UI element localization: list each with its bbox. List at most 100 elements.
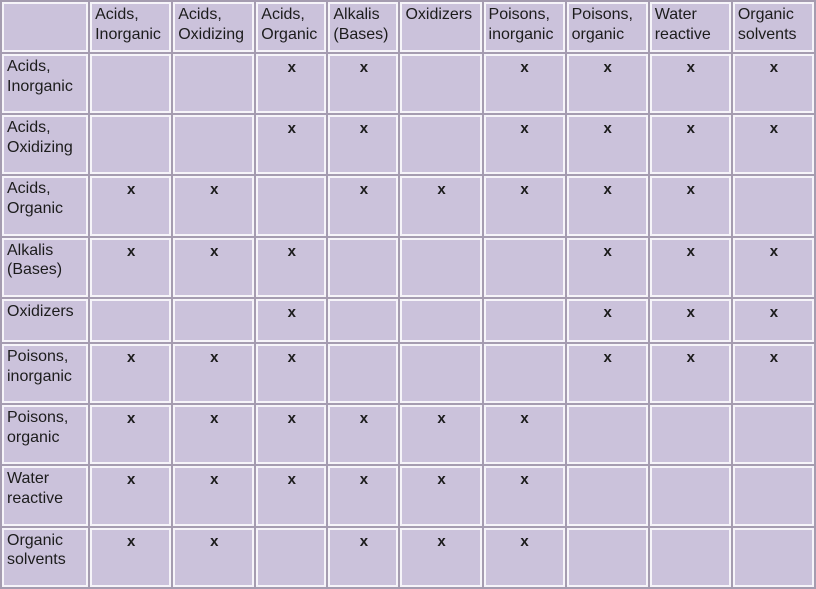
- incompatibility-mark-cell: x: [90, 405, 172, 465]
- empty-cell: [732, 405, 814, 465]
- empty-cell: [173, 115, 255, 175]
- table-header: Acids, Inorganic Acids, Oxidizing Acids, O…: [2, 2, 814, 52]
- empty-cell: [90, 115, 172, 175]
- empty-cell: [328, 344, 399, 404]
- incompatibility-mark-cell: x: [649, 344, 731, 404]
- incompatibility-mark-cell: x: [732, 237, 814, 297]
- incompatibility-mark-cell: x: [90, 344, 172, 404]
- incompatibility-mark-cell: x: [483, 405, 565, 465]
- incompatibility-mark-cell: x: [328, 54, 399, 114]
- table-row: Organic solvents x x x x x: [2, 527, 814, 587]
- incompatibility-mark-cell: x: [256, 54, 327, 114]
- empty-cell: [649, 527, 731, 587]
- table-body: Acids, Inorganic x x x x x x Acids, Oxidizing x x…: [2, 54, 814, 587]
- incompatibility-mark-cell: x: [483, 527, 565, 587]
- table-row: Alkalis (Bases) x x x x x x: [2, 237, 814, 297]
- table-row: Oxidizers x x x x: [2, 298, 814, 343]
- column-header: Poisons, organic: [566, 2, 648, 52]
- empty-cell: [566, 405, 648, 465]
- row-label: Poisons, inorganic: [2, 344, 89, 404]
- incompatibility-mark-cell: x: [173, 237, 255, 297]
- empty-cell: [256, 527, 327, 587]
- column-header: Acids, Organic: [256, 2, 327, 52]
- incompatibility-mark-cell: x: [173, 466, 255, 526]
- incompatibility-mark-cell: x: [256, 466, 327, 526]
- table-row: Acids, Organic x x x x x x x: [2, 176, 814, 236]
- incompatibility-mark-cell: x: [400, 527, 482, 587]
- incompatibility-mark-cell: x: [173, 405, 255, 465]
- empty-cell: [90, 54, 172, 114]
- empty-cell: [483, 344, 565, 404]
- incompatibility-mark-cell: x: [173, 527, 255, 587]
- incompatibility-mark-cell: x: [328, 466, 399, 526]
- row-label: Acids, Inorganic: [2, 54, 89, 114]
- empty-cell: [173, 54, 255, 114]
- incompatibility-mark-cell: x: [173, 344, 255, 404]
- table-row: Acids, Inorganic x x x x x x: [2, 54, 814, 114]
- empty-cell: [649, 466, 731, 526]
- incompatibility-mark-cell: x: [483, 54, 565, 114]
- incompatibility-mark-cell: x: [400, 176, 482, 236]
- empty-cell: [483, 237, 565, 297]
- empty-cell: [400, 298, 482, 343]
- empty-cell: [649, 405, 731, 465]
- incompatibility-mark-cell: x: [400, 466, 482, 526]
- incompatibility-mark-cell: x: [483, 115, 565, 175]
- empty-cell: [566, 527, 648, 587]
- corner-cell: [2, 2, 89, 52]
- header-row: Acids, Inorganic Acids, Oxidizing Acids, O…: [2, 2, 814, 52]
- incompatibility-mark-cell: x: [483, 466, 565, 526]
- incompatibility-mark-cell: x: [256, 405, 327, 465]
- incompatibility-mark-cell: x: [732, 298, 814, 343]
- incompatibility-mark-cell: x: [649, 115, 731, 175]
- incompatibility-mark-cell: x: [90, 466, 172, 526]
- empty-cell: [400, 344, 482, 404]
- empty-cell: [732, 466, 814, 526]
- column-header: Acids, Inorganic: [90, 2, 172, 52]
- incompatibility-mark-cell: x: [566, 54, 648, 114]
- incompatibility-mark-cell: x: [566, 115, 648, 175]
- incompatibility-mark-cell: x: [400, 405, 482, 465]
- empty-cell: [328, 237, 399, 297]
- column-header: Acids, Oxidizing: [173, 2, 255, 52]
- empty-cell: [173, 298, 255, 343]
- incompatibility-mark-cell: x: [256, 115, 327, 175]
- column-header: Poisons, inorganic: [483, 2, 565, 52]
- incompatibility-mark-cell: x: [483, 176, 565, 236]
- empty-cell: [732, 176, 814, 236]
- table-row: Water reactive x x x x x x: [2, 466, 814, 526]
- empty-cell: [400, 54, 482, 114]
- incompatibility-mark-cell: x: [566, 344, 648, 404]
- incompatibility-mark-cell: x: [256, 344, 327, 404]
- incompatibility-mark-cell: x: [649, 54, 731, 114]
- row-label: Alkalis (Bases): [2, 237, 89, 297]
- column-header: Oxidizers: [400, 2, 482, 52]
- table-row: Poisons, organic x x x x x x: [2, 405, 814, 465]
- empty-cell: [256, 176, 327, 236]
- column-header: Water reactive: [649, 2, 731, 52]
- empty-cell: [483, 298, 565, 343]
- row-label: Acids, Oxidizing: [2, 115, 89, 175]
- incompatibility-mark-cell: x: [566, 298, 648, 343]
- empty-cell: [90, 298, 172, 343]
- incompatibility-mark-cell: x: [328, 405, 399, 465]
- incompatibility-mark-cell: x: [566, 176, 648, 236]
- table-row: Poisons, inorganic x x x x x x: [2, 344, 814, 404]
- empty-cell: [400, 115, 482, 175]
- row-label: Acids, Organic: [2, 176, 89, 236]
- row-label: Organic solvents: [2, 527, 89, 587]
- incompatibility-mark-cell: x: [256, 298, 327, 343]
- incompatibility-mark-cell: x: [566, 237, 648, 297]
- incompatibility-mark-cell: x: [732, 344, 814, 404]
- incompatibility-mark-cell: x: [328, 115, 399, 175]
- column-header: Organic solvents: [732, 2, 814, 52]
- empty-cell: [732, 527, 814, 587]
- incompatibility-mark-cell: x: [328, 176, 399, 236]
- incompatibility-mark-cell: x: [649, 237, 731, 297]
- incompatibility-mark-cell: x: [173, 176, 255, 236]
- incompatibility-mark-cell: x: [732, 115, 814, 175]
- incompatibility-mark-cell: x: [732, 54, 814, 114]
- empty-cell: [328, 298, 399, 343]
- incompatibility-mark-cell: x: [256, 237, 327, 297]
